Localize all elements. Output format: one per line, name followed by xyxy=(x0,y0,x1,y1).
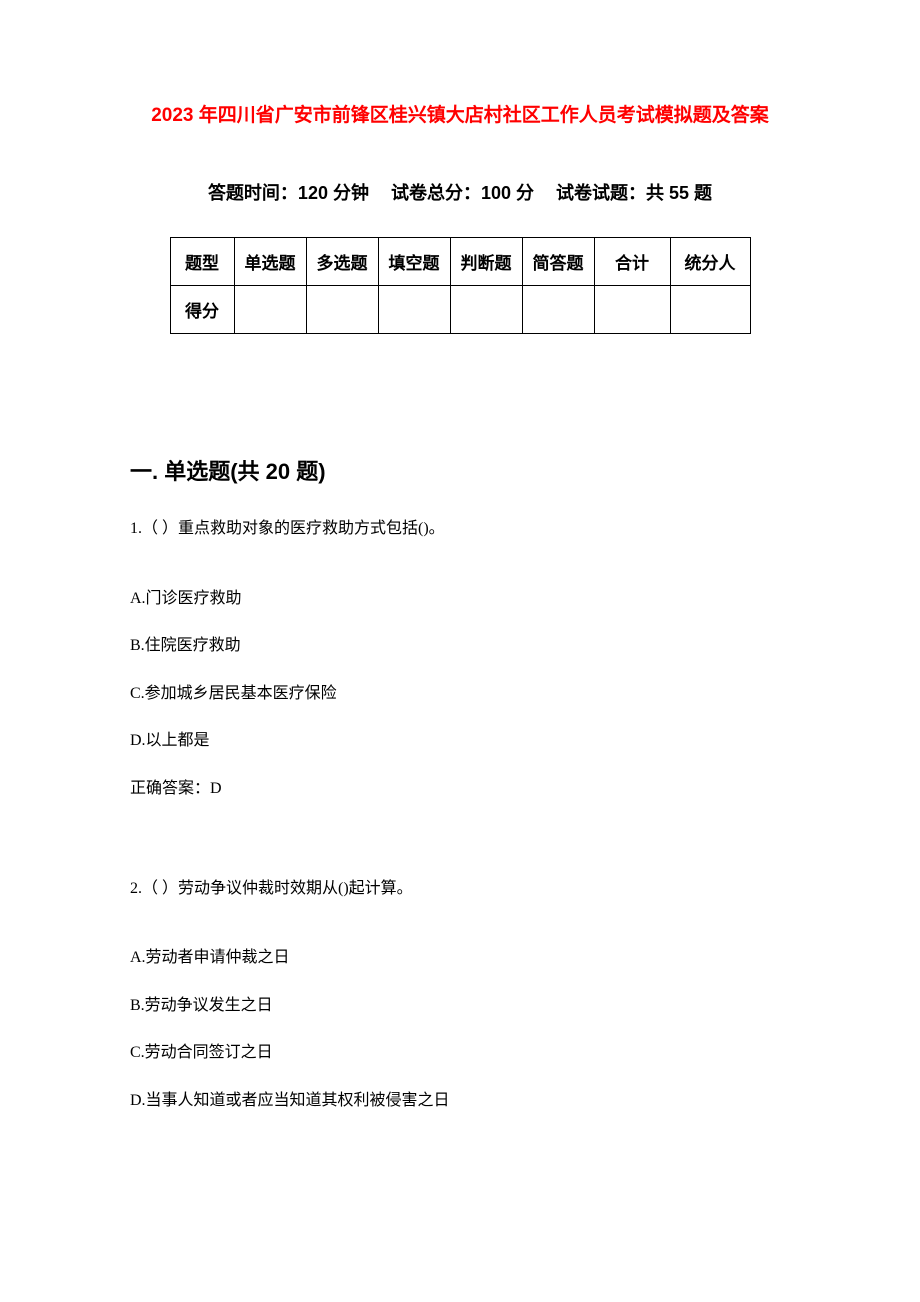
table-row: 得分 xyxy=(170,286,750,334)
cell-empty xyxy=(670,286,750,334)
option-c: C.参加城乡居民基本医疗保险 xyxy=(130,681,790,707)
th-blank: 填空题 xyxy=(378,238,450,286)
th-total: 合计 xyxy=(594,238,670,286)
exam-title: 2023 年四川省广安市前锋区桂兴镇大店村社区工作人员考试模拟题及答案 xyxy=(130,100,790,127)
table-row: 题型 单选题 多选题 填空题 判断题 简答题 合计 统分人 xyxy=(170,238,750,286)
score-table: 题型 单选题 多选题 填空题 判断题 简答题 合计 统分人 得分 xyxy=(170,237,751,334)
question-stem: 1.（ ）重点救助对象的医疗救助方式包括()。 xyxy=(130,516,790,542)
option-a: A.劳动者申请仲裁之日 xyxy=(130,945,790,971)
option-a: A.门诊医疗救助 xyxy=(130,586,790,612)
cell-empty xyxy=(594,286,670,334)
th-scorer: 统分人 xyxy=(670,238,750,286)
question-block: 2.（ ）劳动争议仲裁时效期从()起计算。 A.劳动者申请仲裁之日 B.劳动争议… xyxy=(130,876,790,1114)
row-score-label: 得分 xyxy=(170,286,234,334)
th-judge: 判断题 xyxy=(450,238,522,286)
option-d: D.以上都是 xyxy=(130,728,790,754)
meta-total: 试卷总分：100 分 xyxy=(391,183,534,203)
option-b: B.劳动争议发生之日 xyxy=(130,993,790,1019)
meta-time: 答题时间：120 分钟 xyxy=(208,183,369,203)
option-d: D.当事人知道或者应当知道其权利被侵害之日 xyxy=(130,1088,790,1114)
th-single: 单选题 xyxy=(234,238,306,286)
section-heading: 一. 单选题(共 20 题) xyxy=(130,454,790,486)
cell-empty xyxy=(306,286,378,334)
cell-empty xyxy=(522,286,594,334)
cell-empty xyxy=(378,286,450,334)
meta-count: 试卷试题：共 55 题 xyxy=(556,183,712,203)
correct-answer: 正确答案：D xyxy=(130,776,790,802)
question-stem: 2.（ ）劳动争议仲裁时效期从()起计算。 xyxy=(130,876,790,902)
cell-empty xyxy=(450,286,522,334)
th-type: 题型 xyxy=(170,238,234,286)
th-multi: 多选题 xyxy=(306,238,378,286)
option-b: B.住院医疗救助 xyxy=(130,633,790,659)
th-short: 简答题 xyxy=(522,238,594,286)
exam-meta: 答题时间：120 分钟 试卷总分：100 分 试卷试题：共 55 题 xyxy=(130,179,790,205)
cell-empty xyxy=(234,286,306,334)
question-block: 1.（ ）重点救助对象的医疗救助方式包括()。 A.门诊医疗救助 B.住院医疗救… xyxy=(130,516,790,802)
option-c: C.劳动合同签订之日 xyxy=(130,1040,790,1066)
